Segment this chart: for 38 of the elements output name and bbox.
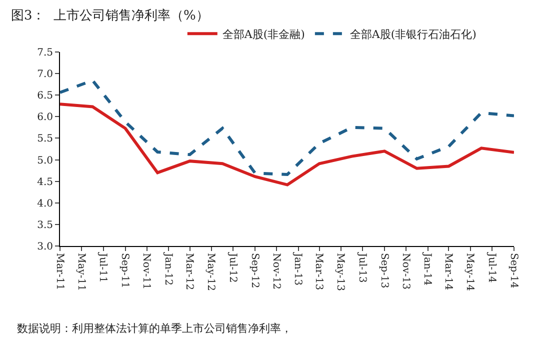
- x-tick-label: Mar-12: [184, 253, 195, 290]
- y-tick-label: 7.0: [37, 69, 53, 80]
- x-tick-label: Mar-11: [54, 253, 65, 290]
- x-tick-label: Jul-13: [356, 252, 368, 283]
- x-tick-label: Jul-11: [97, 252, 108, 283]
- y-tick-label: 3.5: [37, 220, 53, 231]
- x-tick-label: Sep-11: [119, 253, 130, 288]
- chart-title: 图3： 上市公司销售净利率（%）: [10, 7, 209, 24]
- x-tick-label: May-14: [464, 253, 476, 291]
- y-tick-label: 6.5: [37, 90, 53, 102]
- y-tick-label: 5.5: [37, 134, 53, 145]
- x-tick-label: Mar-13: [313, 253, 324, 290]
- x-tick-label: Nov-11: [140, 253, 152, 290]
- x-tick-label: Jan-13: [292, 252, 304, 286]
- line-series: [60, 102, 514, 186]
- x-tick-label: Nov-12: [270, 253, 282, 290]
- y-tick-label: 5.0: [37, 155, 53, 166]
- y-tick-label: 4.5: [37, 176, 53, 188]
- x-tick-label: Sep-13: [378, 253, 390, 288]
- y-tick-label: 3.0: [37, 242, 53, 252]
- x-tick-label: Sep-12: [248, 253, 260, 288]
- x-tick-label: May-11: [75, 253, 86, 291]
- y-tick-label: 7.5: [37, 48, 53, 58]
- x-tick-label: May-12: [205, 253, 216, 291]
- y-tick-label: 4.0: [37, 198, 53, 210]
- x-tick-label: Mar-14: [442, 253, 454, 290]
- x-tick-label: Jul-14: [486, 252, 497, 283]
- y-tick-label: 6.0: [37, 112, 53, 124]
- x-tick-label: Jan-14: [422, 252, 433, 286]
- legend-label: 全部A股(非银行石油石化): [350, 28, 476, 41]
- x-tick-label: Jul-12: [226, 252, 238, 283]
- text: 数据说明：利用整体法计算的单季上市公司销售净利率，: [17, 322, 292, 335]
- legend-label: 全部A股(非金融): [222, 28, 305, 41]
- x-tick-label: Nov-13: [400, 253, 411, 290]
- line-series: [60, 78, 514, 176]
- x-tick-label: Sep-14: [508, 253, 519, 288]
- x-tick-label: May-13: [334, 253, 346, 291]
- x-tick-label: Jan-12: [162, 252, 174, 286]
